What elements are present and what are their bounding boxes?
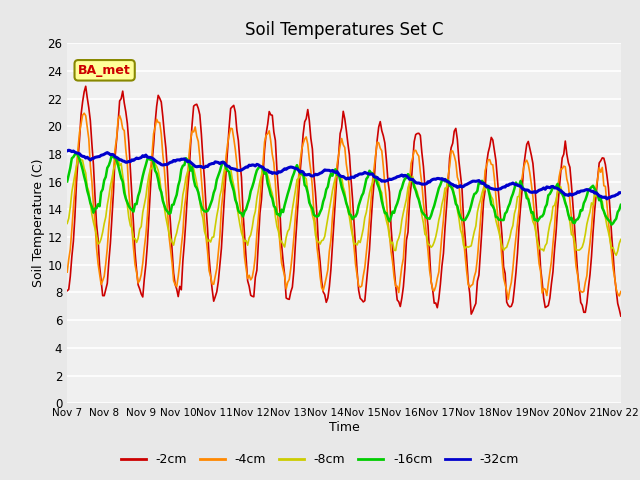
-8cm <box>307 205 315 211</box>
-32cm <box>65 147 72 153</box>
-32cm <box>132 155 140 161</box>
-4cm <box>589 204 597 210</box>
Line: -16cm: -16cm <box>67 153 621 225</box>
-8cm <box>132 240 140 245</box>
Legend: -2cm, -4cm, -8cm, -16cm, -32cm: -2cm, -4cm, -8cm, -16cm, -32cm <box>116 448 524 471</box>
-16cm <box>588 184 595 190</box>
-16cm <box>617 202 625 208</box>
-16cm <box>307 203 315 209</box>
-4cm <box>307 168 315 174</box>
-4cm <box>230 135 237 141</box>
-8cm <box>115 156 122 161</box>
Title: Soil Temperatures Set C: Soil Temperatures Set C <box>244 21 444 39</box>
-8cm <box>617 237 625 242</box>
-8cm <box>612 252 620 258</box>
-8cm <box>588 200 595 206</box>
-2cm <box>588 253 595 259</box>
-32cm <box>603 196 611 202</box>
-4cm <box>132 270 140 276</box>
Text: BA_met: BA_met <box>78 64 131 77</box>
-16cm <box>132 201 140 207</box>
-2cm <box>258 196 266 202</box>
-16cm <box>608 222 616 228</box>
-8cm <box>258 172 266 178</box>
-4cm <box>248 275 256 280</box>
-16cm <box>230 188 237 194</box>
-32cm <box>307 173 315 179</box>
-8cm <box>230 183 237 189</box>
-16cm <box>248 184 256 190</box>
-2cm <box>82 84 90 89</box>
-16cm <box>63 179 71 184</box>
-16cm <box>258 165 266 170</box>
-2cm <box>63 288 71 294</box>
-2cm <box>617 313 625 319</box>
Line: -32cm: -32cm <box>67 150 621 199</box>
-8cm <box>248 225 256 230</box>
Line: -8cm: -8cm <box>67 158 621 255</box>
-4cm <box>504 296 512 302</box>
-32cm <box>588 189 595 194</box>
-2cm <box>230 103 237 108</box>
-32cm <box>258 164 266 169</box>
-4cm <box>81 110 88 116</box>
-8cm <box>63 221 71 227</box>
X-axis label: Time: Time <box>328 421 360 434</box>
-32cm <box>230 166 237 172</box>
-4cm <box>617 288 625 294</box>
-32cm <box>617 190 625 196</box>
Y-axis label: Soil Temperature (C): Soil Temperature (C) <box>31 159 45 288</box>
-4cm <box>63 269 71 275</box>
-16cm <box>72 150 80 156</box>
-32cm <box>248 162 256 168</box>
-2cm <box>132 267 140 273</box>
Line: -4cm: -4cm <box>67 113 621 299</box>
-4cm <box>258 175 266 181</box>
-2cm <box>248 293 256 299</box>
-32cm <box>63 148 71 154</box>
-2cm <box>307 135 315 141</box>
Line: -2cm: -2cm <box>67 86 621 316</box>
